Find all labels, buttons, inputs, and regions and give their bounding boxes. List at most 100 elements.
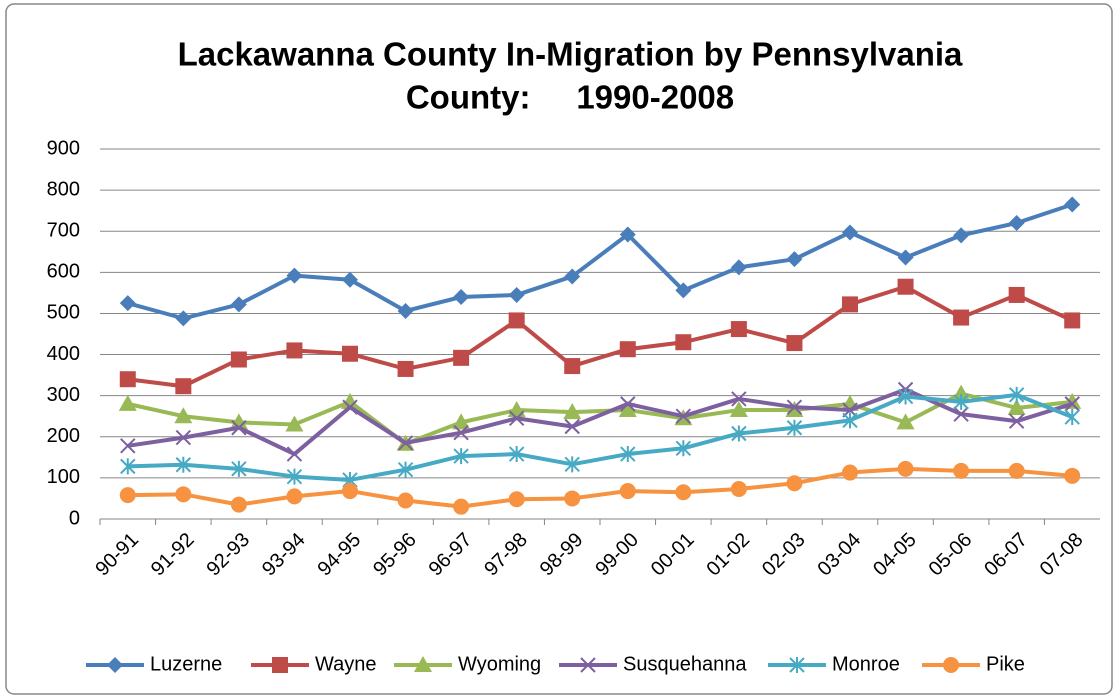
marker [231, 420, 247, 436]
marker [842, 412, 858, 429]
marker [953, 309, 970, 326]
marker [619, 483, 636, 500]
marker [953, 227, 970, 244]
marker [786, 475, 803, 492]
marker [107, 657, 123, 673]
marker [953, 393, 969, 410]
marker [786, 419, 803, 436]
marker [1064, 196, 1081, 213]
y-tick-label: 900 [47, 137, 80, 159]
y-tick-label: 400 [47, 343, 80, 365]
marker [1008, 462, 1025, 479]
marker [897, 388, 914, 405]
marker [730, 480, 747, 497]
marker [229, 413, 248, 430]
chart-title: County: 1990-2008 [406, 79, 734, 116]
marker [120, 438, 136, 454]
marker [619, 226, 636, 243]
marker [564, 358, 581, 375]
marker [118, 394, 137, 411]
marker [1008, 413, 1025, 429]
marker [563, 403, 582, 420]
marker [619, 341, 636, 358]
marker [508, 286, 525, 303]
marker [286, 446, 303, 462]
marker [675, 440, 692, 457]
marker [1064, 312, 1081, 329]
marker [414, 656, 432, 672]
marker [174, 407, 193, 424]
marker [397, 461, 414, 478]
marker [453, 349, 470, 366]
marker [286, 468, 303, 485]
marker [564, 490, 581, 507]
marker [1064, 467, 1081, 484]
marker [897, 278, 914, 295]
marker [953, 406, 969, 422]
marker [453, 424, 469, 441]
marker [286, 488, 303, 505]
marker [675, 408, 692, 424]
marker [618, 401, 637, 418]
marker [786, 251, 803, 268]
marker [120, 458, 136, 475]
marker [397, 492, 414, 509]
series-line [127, 391, 1073, 446]
marker [508, 491, 525, 508]
marker [731, 425, 747, 442]
marker [731, 391, 747, 407]
marker [272, 657, 288, 673]
marker [730, 321, 747, 338]
marker [675, 484, 692, 501]
marker [397, 302, 414, 319]
marker [175, 378, 192, 395]
marker [897, 249, 914, 266]
marker [675, 334, 692, 351]
marker [729, 401, 748, 418]
legend-label: Pike [986, 653, 1025, 675]
marker [230, 351, 247, 368]
marker [675, 282, 692, 299]
marker [943, 657, 959, 673]
marker [119, 295, 136, 312]
marker [564, 456, 580, 473]
legend-label: Wayne [315, 653, 377, 675]
marker [1008, 386, 1025, 403]
marker [1007, 399, 1026, 415]
series-line [127, 392, 1073, 482]
marker [286, 342, 303, 359]
marker [789, 657, 805, 673]
marker [231, 460, 247, 477]
marker [842, 464, 858, 481]
marker [842, 224, 858, 241]
marker [564, 268, 581, 285]
marker [230, 296, 247, 313]
marker [342, 345, 358, 362]
y-tick-label: 800 [47, 178, 80, 200]
marker [342, 399, 358, 415]
marker [175, 456, 192, 473]
marker [453, 448, 469, 465]
marker [897, 460, 914, 477]
marker [285, 415, 304, 432]
marker [453, 289, 470, 305]
marker [1064, 409, 1080, 426]
marker [580, 657, 596, 673]
marker [953, 462, 970, 479]
marker [342, 483, 358, 500]
series-line [127, 466, 1073, 509]
chart-title: Lackawanna County In-Migration by Pennsy… [178, 36, 963, 73]
chart-frame [5, 3, 1113, 695]
marker [508, 446, 525, 463]
y-tick-label: 700 [47, 220, 80, 242]
marker [397, 360, 414, 377]
y-tick-label: 600 [47, 261, 80, 283]
legend-label: Monroe [832, 653, 900, 675]
series-line [127, 387, 1073, 457]
marker [230, 496, 247, 513]
legend-label: Wyoming [458, 653, 541, 675]
marker [1064, 396, 1080, 412]
marker [508, 410, 525, 426]
marker [1008, 215, 1025, 231]
